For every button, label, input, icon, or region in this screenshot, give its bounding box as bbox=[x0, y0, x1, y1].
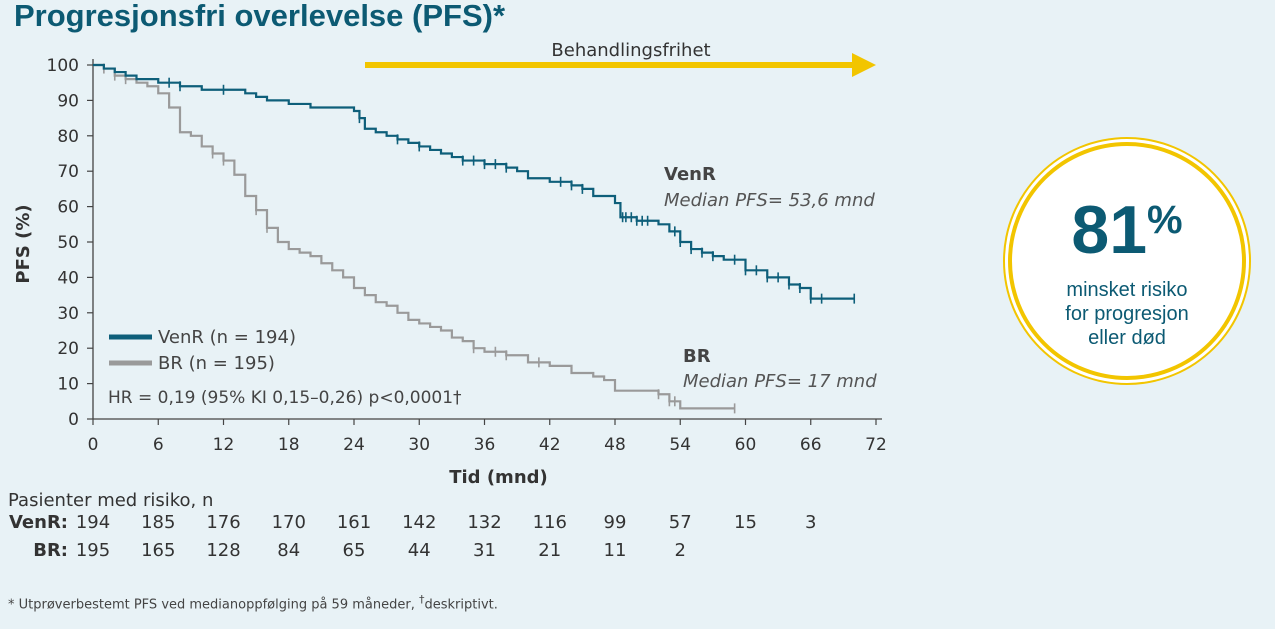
risk-value: 44 bbox=[407, 540, 431, 561]
badge-percent-value: 81 bbox=[1071, 192, 1148, 268]
x-axis-label: Tid (mnd) bbox=[449, 467, 548, 488]
y-tick-label: 10 bbox=[57, 375, 79, 395]
risk-value: 176 bbox=[206, 512, 241, 533]
legend-label-1: BR (n = 195) bbox=[158, 353, 275, 374]
risk-value: 21 bbox=[538, 540, 562, 561]
y-tick-label: 60 bbox=[57, 198, 79, 218]
legend-label-0: VenR (n = 194) bbox=[158, 327, 296, 348]
x-tick-label: 72 bbox=[865, 435, 887, 455]
y-tick-label: 0 bbox=[68, 410, 79, 430]
series-line-0 bbox=[93, 63, 855, 300]
risk-value: 170 bbox=[271, 512, 306, 533]
legend: VenR (n = 194) BR (n = 195) HR = 0,19 (95%… bbox=[108, 327, 462, 408]
br-annotation-label: BR bbox=[683, 346, 711, 367]
risk-reduction-badge: 81% minsket risiko for progresjon eller … bbox=[1008, 142, 1246, 380]
y-tick-label: 100 bbox=[47, 56, 79, 76]
x-tick-label: 18 bbox=[278, 435, 300, 455]
y-tick-label: 30 bbox=[57, 304, 79, 324]
x-tick-label: 54 bbox=[669, 435, 691, 455]
badge-text: minsket risiko for progresjon eller død bbox=[1012, 278, 1242, 350]
y-tick-label: 40 bbox=[57, 268, 79, 288]
series-line-1 bbox=[93, 63, 735, 410]
footnote-descriptor: deskriptivt. bbox=[424, 597, 498, 613]
x-tick-label: 36 bbox=[474, 435, 496, 455]
badge-line-3: eller død bbox=[1088, 327, 1166, 349]
y-tick-label: 70 bbox=[57, 162, 79, 182]
risk-value: 99 bbox=[603, 512, 627, 533]
risk-value: 142 bbox=[402, 512, 437, 533]
risk-value: 84 bbox=[277, 540, 301, 561]
series-layer bbox=[93, 63, 856, 414]
x-tick-label: 30 bbox=[408, 435, 430, 455]
risk-value: 132 bbox=[467, 512, 502, 533]
badge-percent: 81% bbox=[1012, 196, 1242, 264]
footnote-text: * Utprøverbestemt PFS ved medianoppfølgi… bbox=[8, 597, 415, 613]
chart-axes: 0 10 20 30 40 50 60 70 80 90 100 0 6 12 18 24 30 36 42 48 54… bbox=[13, 56, 887, 488]
y-tick-label: 50 bbox=[57, 233, 79, 253]
risk-value: 116 bbox=[532, 512, 567, 533]
risk-value: 31 bbox=[473, 540, 496, 561]
hr-text: HR = 0,19 (95% KI 0,15–0,26) p<0,0001† bbox=[108, 388, 462, 408]
x-tick-label: 48 bbox=[604, 435, 626, 455]
treatment-free-arrow: Behandlingsfrihet bbox=[365, 40, 876, 77]
y-tick-label: 90 bbox=[57, 91, 79, 111]
footnote-dagger: † bbox=[418, 593, 425, 606]
risk-value: 65 bbox=[342, 540, 366, 561]
risk-value: 57 bbox=[668, 512, 692, 533]
y-tick-label: 80 bbox=[57, 127, 79, 147]
risk-value: 11 bbox=[603, 540, 627, 561]
risk-value: 161 bbox=[336, 512, 372, 533]
arrow-label: Behandlingsfrihet bbox=[551, 40, 710, 61]
y-tick-label: 20 bbox=[57, 339, 79, 359]
badge-line-1: minsket risiko bbox=[1066, 279, 1188, 301]
risk-value: 15 bbox=[734, 512, 757, 533]
risk-value: 195 bbox=[75, 540, 111, 561]
page-title: Progresjonsfri overlevelse (PFS)* bbox=[14, 0, 506, 33]
risk-value: 2 bbox=[674, 540, 686, 561]
risk-value: 165 bbox=[141, 540, 176, 561]
x-tick-label: 12 bbox=[213, 435, 235, 455]
footnote: * Utprøverbestemt PFS ved medianoppfølgi… bbox=[8, 593, 498, 612]
risk-value: 128 bbox=[206, 540, 241, 561]
x-tick-label: 24 bbox=[343, 435, 365, 455]
venr-annotation-label: VenR bbox=[664, 164, 716, 185]
risk-row-label: VenR: bbox=[8, 512, 68, 533]
arrow-head bbox=[852, 53, 876, 77]
venr-annotation-median: Median PFS= 53,6 mnd bbox=[664, 190, 875, 211]
x-tick-label: 6 bbox=[153, 435, 164, 455]
badge-line-2: for progresjon bbox=[1065, 303, 1189, 325]
pfs-chart: Behandlingsfrihet 0102030405060708090100… bbox=[13, 40, 887, 488]
y-axis-label: PFS (%) bbox=[13, 204, 34, 283]
risk-row-label: BR: bbox=[33, 540, 68, 561]
x-tick-label: 60 bbox=[735, 435, 757, 455]
risk-value: 185 bbox=[141, 512, 176, 533]
br-annotation-median: Median PFS= 17 mnd bbox=[683, 371, 877, 392]
risk-table-heading: Pasienter med risiko, n bbox=[8, 490, 214, 511]
annotation-layer: VenR Median PFS= 53,6 mnd BR Median PFS= 17… bbox=[664, 164, 877, 392]
x-tick-label: 66 bbox=[800, 435, 822, 455]
risk-value: 194 bbox=[75, 512, 111, 533]
risk-value: 3 bbox=[805, 512, 817, 533]
badge-percent-sign: % bbox=[1147, 198, 1183, 242]
x-tick-label: 0 bbox=[88, 435, 99, 455]
x-tick-label: 42 bbox=[539, 435, 561, 455]
